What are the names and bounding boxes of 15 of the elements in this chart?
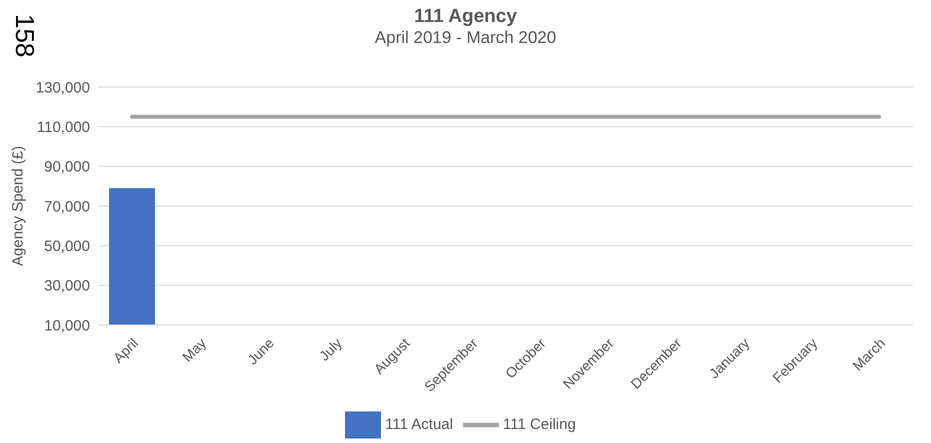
y-tick-label: 70,000 bbox=[44, 198, 90, 216]
y-tick-label: 130,000 bbox=[36, 79, 90, 96]
x-tick-label: May bbox=[179, 334, 210, 365]
legend-label: 111 Ceiling bbox=[503, 416, 576, 433]
chart-title: 111 Agency bbox=[414, 6, 517, 27]
y-tick-label: 50,000 bbox=[44, 238, 90, 255]
legend-label: 111 Actual bbox=[385, 416, 453, 433]
y-tick-label: 110,000 bbox=[36, 118, 90, 136]
chart-subtitle: April 2019 - March 2020 bbox=[374, 28, 556, 47]
y-tick-label: 30,000 bbox=[44, 278, 90, 295]
y-tick-label: 90,000 bbox=[44, 158, 90, 176]
y-tick-label: 10,000 bbox=[44, 317, 90, 334]
text: 158 bbox=[9, 14, 40, 58]
x-tick-label: July bbox=[316, 334, 345, 364]
y-axis-title: Agency Spend (£) bbox=[9, 146, 26, 266]
